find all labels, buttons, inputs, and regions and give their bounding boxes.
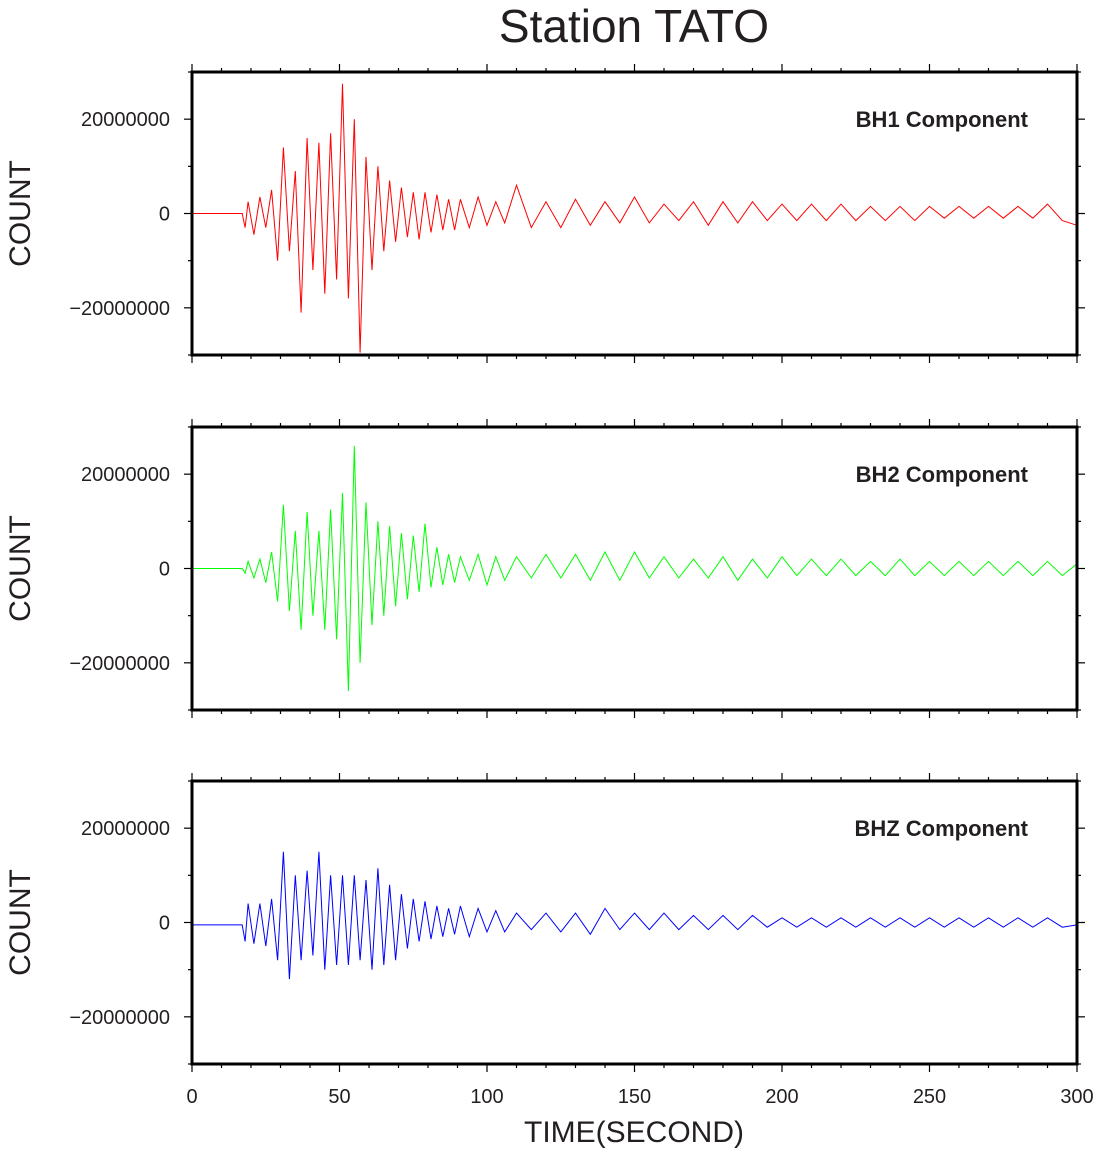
- panel-bhz-component-label: BHZ Component: [854, 816, 1028, 841]
- x-tick-label: 0: [186, 1086, 197, 1108]
- y-tick-label: 20000000: [81, 109, 170, 131]
- panel-bhz-frame: [190, 779, 1079, 1066]
- x-tick-label: 100: [470, 1086, 503, 1108]
- x-tick-label: 300: [1060, 1086, 1093, 1108]
- chart-title: Station TATO: [499, 0, 769, 52]
- panel-bhz-y-tick-labels: 20000000 0 −20000000: [69, 818, 170, 1029]
- panel-bh1: 20000000 0 −20000000 COUNT BH1 Component: [4, 64, 1085, 363]
- y-tick-label: −20000000: [69, 1007, 170, 1029]
- x-axis-label: TIME(SECOND): [524, 1116, 744, 1149]
- y-tick-label: 0: [159, 204, 170, 226]
- x-tick-label: 50: [328, 1086, 350, 1108]
- panel-bh1-y-tick-labels: 20000000 0 −20000000: [69, 109, 170, 320]
- y-tick-label: 20000000: [81, 464, 170, 486]
- panel-bh1-y-axis-label: COUNT: [4, 160, 37, 267]
- y-tick-label: 0: [159, 913, 170, 935]
- panel-bhz-y-axis-label: COUNT: [4, 869, 37, 976]
- panel-bh1-waveform: [192, 83, 1078, 353]
- x-tick-labels: 0 50 100 150 200 250 300: [186, 1086, 1093, 1108]
- panel-bhz-waveform: [192, 851, 1078, 980]
- panel-bh2-frame: [190, 425, 1079, 712]
- panel-bh1-frame: [190, 70, 1079, 357]
- y-tick-label: −20000000: [69, 298, 170, 320]
- panel-bh2-component-label: BH2 Component: [856, 462, 1029, 487]
- panel-bh2-y-tick-labels: 20000000 0 −20000000: [69, 464, 170, 675]
- y-tick-label: −20000000: [69, 653, 170, 675]
- x-tick-label: 150: [618, 1086, 651, 1108]
- panel-bh2-y-axis-label: COUNT: [4, 515, 37, 622]
- x-tick-label: 250: [913, 1086, 946, 1108]
- panel-bh2-waveform: [192, 445, 1078, 692]
- panel-bh1-component-label: BH1 Component: [856, 107, 1029, 132]
- panel-bh2: 20000000 0 −20000000 COUNT BH2 Component: [4, 419, 1085, 718]
- x-tick-label: 200: [765, 1086, 798, 1108]
- panel-bhz: 20000000 0 −20000000 COUNT BHZ Component: [4, 773, 1085, 1072]
- y-tick-label: 0: [159, 559, 170, 581]
- y-tick-label: 20000000: [81, 818, 170, 840]
